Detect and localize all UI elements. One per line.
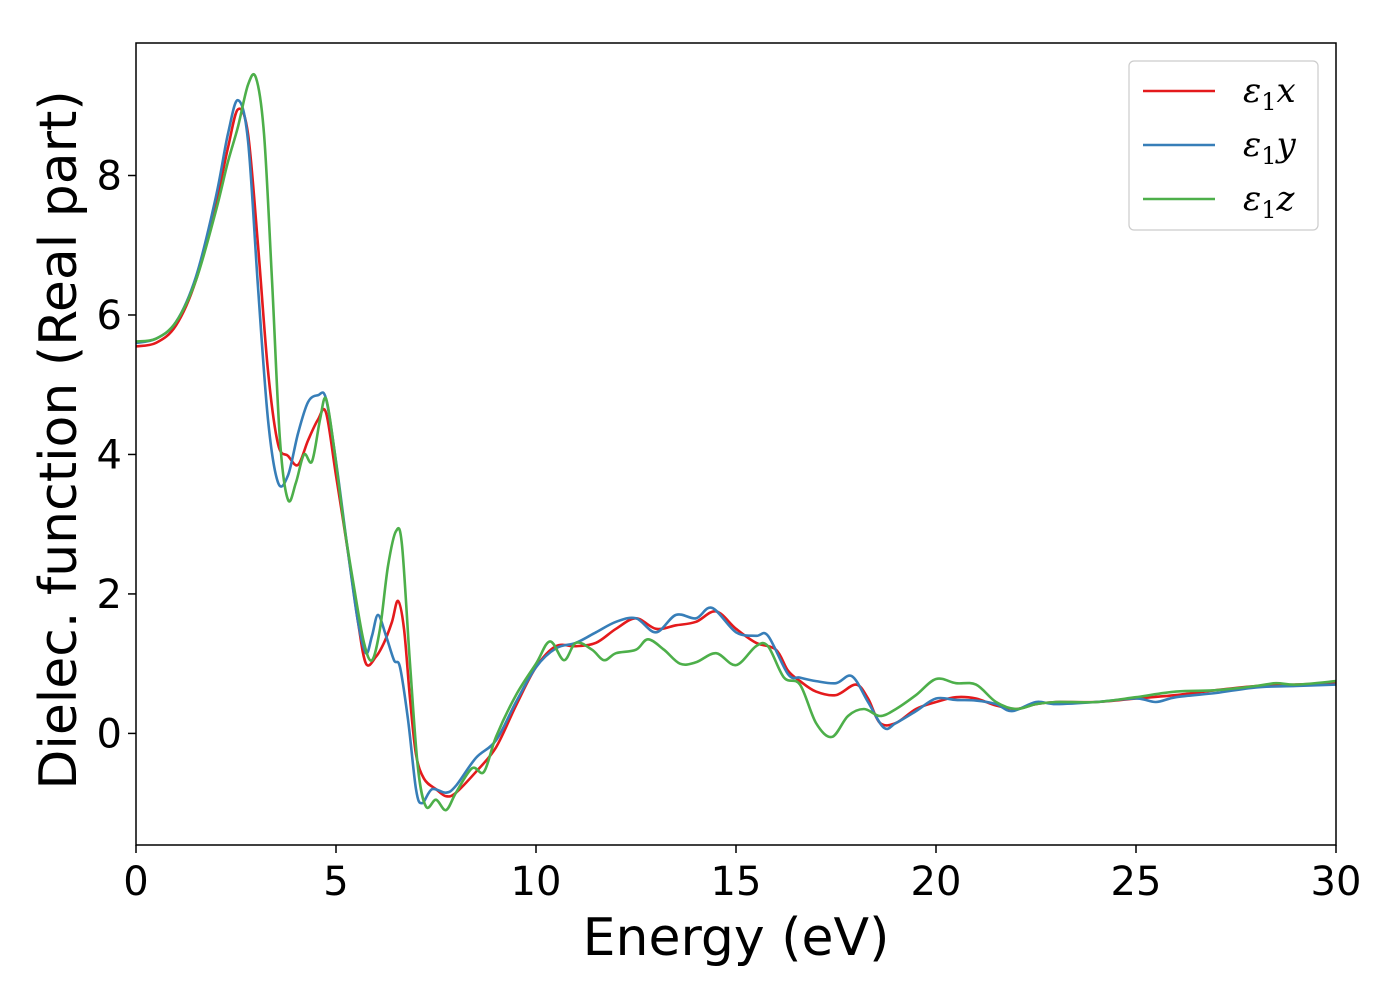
x-tick-label: 10 [511, 859, 562, 905]
legend-label-1: ε1x [1243, 71, 1296, 116]
x-tick-label: 20 [911, 859, 962, 905]
x-tick-label: 5 [323, 859, 348, 905]
x-tick-label: 0 [123, 859, 148, 905]
series-curves [135, 73, 1337, 812]
x-axis-label: Energy (eV) [583, 908, 890, 968]
x-tick-label: 25 [1111, 859, 1162, 905]
y-axis-label: Dielec. function (Real part) [29, 90, 89, 789]
y-tick-label: 6 [97, 293, 122, 339]
legend: ε1x ε1y ε1z [1128, 60, 1319, 231]
y-tick-label: 0 [97, 711, 122, 757]
x-tick-label: 30 [1311, 859, 1362, 905]
x-axis-ticks: 0 5 10 15 20 25 30 [123, 845, 1361, 905]
y-tick-label: 4 [97, 432, 122, 478]
y-tick-label: 8 [97, 154, 122, 200]
x-tick-label: 15 [711, 859, 762, 905]
y-axis-ticks: 0 2 4 6 8 [97, 154, 136, 757]
series-line-3 [135, 73, 1337, 812]
legend-label-2: ε1y [1243, 125, 1297, 170]
y-tick-label: 2 [97, 572, 122, 618]
series-line-2 [135, 98, 1337, 805]
legend-label-3: ε1z [1243, 179, 1296, 224]
legend-box [1128, 60, 1319, 231]
